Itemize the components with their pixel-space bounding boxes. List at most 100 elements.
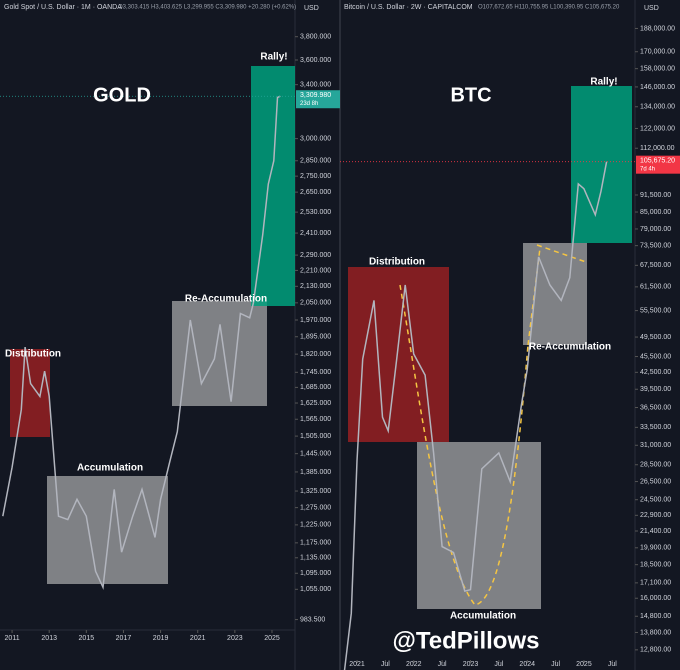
y-tick-label: 33,500.00 [640,424,671,431]
y-tick-label: 2,290.000 [300,252,331,259]
y-tick-label: 14,800.00 [640,613,671,620]
header-title: Bitcoin / U.S. Dollar · 2W · CAPITALCOM [344,4,473,11]
y-tick-label: 1,505.000 [300,433,331,440]
x-tick-label: 2023 [227,635,243,642]
accumulation-zone [417,442,541,609]
y-tick-label: 79,000.00 [640,226,671,233]
countdown-label: 7d 4h [640,166,655,172]
x-tick-label: Jul [494,661,503,668]
watermark: @TedPillows [393,627,540,654]
last-price-label: 3,309.980 [300,92,331,99]
y-tick-label: 1,175.000 [300,540,331,547]
y-tick-label: 1,445.000 [300,450,331,457]
y-tick-label: 49,500.00 [640,334,671,341]
distribution-zone [10,349,50,437]
y-tick-label: 112,000.00 [640,145,675,152]
y-tick-label: 73,500.00 [640,242,671,249]
y-tick-label: 42,500.00 [640,369,671,376]
annotation: Rally! [260,52,287,63]
last-price-badge [296,90,340,109]
price-line [343,161,608,670]
y-tick-label: 45,500.00 [640,353,671,360]
chart-title: BTC [450,84,491,106]
x-tick-label: Jul [551,661,560,668]
y-tick-label: 67,500.00 [640,262,671,269]
y-tick-label: 1,895.000 [300,334,331,341]
annotation: Accumulation [77,463,143,474]
last-price-badge [636,155,680,174]
y-tick-label: 22,900.00 [640,512,671,519]
y-tick-label: 146,000.00 [640,84,675,91]
y-tick-label: 983.500 [300,616,325,623]
x-tick-label: Jul [381,661,390,668]
chart-layer: 3,800.000 3,600.000 3,400.000 3,000.000 2,85… [0,25,680,670]
y-tick-label: 122,000.00 [640,125,675,132]
y-tick-label: 2,850.000 [300,158,331,165]
annotation: Rally! [590,77,617,88]
y-tick-label: 39,500.00 [640,386,671,393]
distribution-zone [348,267,449,442]
y-tick-label: 19,900.00 [640,545,671,552]
y-tick-label: 1,055.000 [300,586,331,593]
y-tick-label: 1,685.000 [300,384,331,391]
accumulation-zone [47,476,168,584]
y-tick-label: 3,800.000 [300,34,331,41]
countdown-label: 23d 8h [300,101,318,107]
y-tick-label: 2,410.000 [300,230,331,237]
y-tick-label: 1,135.000 [300,555,331,562]
y-tick-label: 2,210.000 [300,267,331,274]
x-tick-label: 2021 [190,635,206,642]
y-tick-label: 61,500.00 [640,284,671,291]
x-tick-label: 2025 [264,635,280,642]
axis-unit: USD [644,5,659,12]
x-tick-label: 2019 [153,635,169,642]
y-tick-label: 3,400.000 [300,82,331,89]
y-tick-label: 170,000.00 [640,49,675,56]
last-price-label: 105,675.20 [640,158,675,165]
cup-curve [399,284,529,606]
y-tick-label: 1,625.000 [300,400,331,407]
rally-zone [571,86,632,243]
header-title: Gold Spot / U.S. Dollar · 1M · OANDA [4,4,122,11]
x-tick-label: Jul [608,661,617,668]
price-line [2,95,281,591]
y-tick-label: 17,100.00 [640,580,671,587]
y-tick-label: 1,820.000 [300,351,331,358]
y-tick-label: 1,970.000 [300,317,331,324]
y-tick-label: 2,750.000 [300,173,331,180]
y-tick-label: 1,275.000 [300,504,331,511]
y-tick-label: 85,000.00 [640,209,671,216]
y-tick-label: 1,095.000 [300,570,331,577]
y-tick-label: 28,500.00 [640,462,671,469]
x-tick-label: 2013 [41,635,57,642]
x-tick-label: 2011 [5,635,20,642]
x-tick-label: 2023 [463,661,479,668]
chart-title: GOLD [93,84,151,106]
annotation: Distribution [369,257,425,268]
y-tick-label: 2,050.000 [300,300,331,307]
x-tick-label: 2017 [116,635,132,642]
x-tick-label: 2021 [349,661,365,668]
y-tick-label: 2,650.000 [300,189,331,196]
y-tick-label: 158,000.00 [640,66,675,73]
y-tick-label: 16,000.00 [640,595,671,602]
y-tick-label: 188,000.00 [640,25,675,32]
y-tick-label: 134,000.00 [640,104,675,111]
axis-unit: USD [304,5,319,12]
x-tick-label: 2022 [406,661,422,668]
x-tick-label: 2025 [576,661,592,668]
annotation: Re-Accumulation [529,342,611,353]
header-ohlc: O3,303.415 H3,403.625 L3,299.955 C3,309.… [118,5,296,11]
annotation: Distribution [5,349,61,360]
y-tick-label: 21,400.00 [640,528,671,535]
y-tick-label: 91,500.00 [640,192,671,199]
y-tick-label: 24,500.00 [640,497,671,504]
x-tick-label: 2015 [79,635,95,642]
x-tick-label: Jul [438,661,447,668]
y-tick-label: 1,385.000 [300,469,331,476]
y-tick-label: 36,500.00 [640,404,671,411]
annotation: Accumulation [450,611,516,622]
y-tick-label: 12,800.00 [640,647,671,654]
y-tick-label: 2,130.000 [300,283,331,290]
y-tick-label: 3,000.000 [300,135,331,142]
